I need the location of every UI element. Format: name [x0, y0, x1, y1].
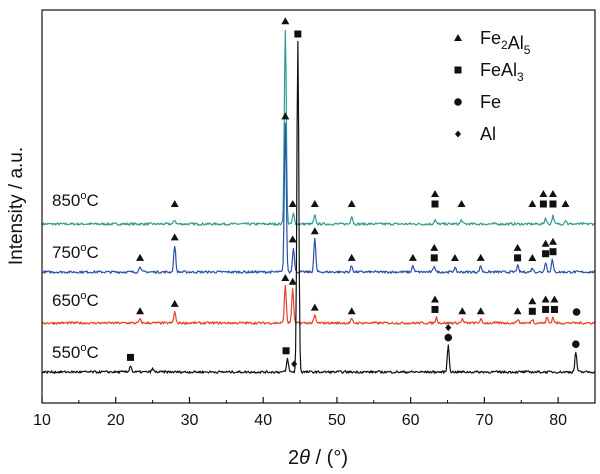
peak-marker-circle	[572, 340, 580, 349]
peak-marker-triangle	[513, 243, 522, 251]
series-line-650	[42, 284, 596, 325]
peak-marker-triangle	[170, 200, 179, 207]
legend-entry: Fe2Al5	[480, 28, 531, 57]
peak-marker-triangle	[288, 277, 297, 285]
series-line-550	[42, 40, 596, 374]
peak-marker-square	[431, 305, 439, 313]
peak-marker-square	[550, 305, 558, 313]
x-axis: 10 20 30 40 50 60 70 80	[33, 397, 567, 429]
peak-marker-triangle	[136, 307, 145, 315]
series-label-650: 650oC	[52, 290, 99, 310]
peak-marker-triangle	[550, 295, 559, 303]
peak-marker-triangle	[476, 253, 485, 261]
peak-marker-triangle	[539, 190, 548, 197]
y-axis-label: Intensity / a.u.	[6, 147, 27, 265]
peak-marker-circle	[572, 308, 581, 316]
peak-marker-triangle	[347, 253, 356, 261]
peak-marker-triangle	[430, 190, 439, 197]
peak-marker-triangle	[281, 17, 290, 25]
x-tick-label: 30	[181, 412, 199, 429]
series-line-850	[42, 29, 596, 226]
peak-marker-triangle	[458, 307, 467, 315]
peak-marker-square	[294, 30, 302, 38]
peak-marker-triangle	[408, 253, 417, 261]
x-tick-label: 50	[328, 412, 346, 429]
peak-marker-triangle	[476, 307, 485, 315]
peak-marker-triangle	[136, 253, 145, 261]
peak-marker-triangle	[170, 299, 179, 307]
series-label-550: 550oC	[52, 342, 99, 362]
peak-marker-triangle	[528, 200, 537, 207]
legend-marker-triangle	[454, 34, 462, 41]
series-line-750	[42, 122, 596, 274]
peak-marker-triangle	[288, 235, 297, 243]
peak-marker-triangle	[528, 254, 537, 261]
peak-marker-triangle	[310, 303, 319, 311]
peak-marker-square	[282, 347, 290, 355]
legend-marker-diamond	[455, 130, 461, 138]
peak-marker-square	[431, 200, 439, 208]
peak-marker-square	[528, 307, 536, 315]
peak-marker-triangle	[170, 233, 179, 241]
peak-marker-triangle	[430, 295, 439, 303]
peak-marker-square	[549, 200, 557, 208]
legend-entry: Al	[480, 124, 496, 144]
series-label-850: 850oC	[52, 190, 99, 210]
peak-marker-diamond	[445, 324, 452, 332]
plot-area: 850oC 750oC 650oC 550oC	[42, 17, 596, 374]
legend-marker-square	[454, 66, 462, 74]
peak-marker-square	[542, 250, 550, 258]
x-axis-label: 2θ / (°)	[288, 447, 348, 469]
series-label-750: 750oC	[52, 242, 99, 262]
peak-marker-triangle	[310, 200, 319, 207]
peak-marker-triangle	[281, 112, 290, 120]
peak-marker-square	[514, 254, 522, 262]
peak-marker-triangle	[347, 307, 356, 315]
legend: Fe2Al5 FeAl3 Fe Al	[454, 28, 531, 144]
peak-marker-square	[126, 353, 134, 361]
peak-marker-triangle	[561, 200, 570, 207]
peak-marker-square	[549, 248, 557, 256]
x-tick-label: 80	[549, 412, 567, 429]
peak-marker-diamond	[291, 360, 298, 368]
x-tick-label: 70	[476, 412, 494, 429]
peak-marker-triangle	[528, 297, 537, 305]
peak-marker-triangle	[347, 200, 356, 207]
peak-marker-square	[430, 254, 438, 262]
x-tick-label: 40	[254, 412, 272, 429]
x-tick-label: 60	[402, 412, 420, 429]
peak-marker-triangle	[288, 200, 297, 207]
legend-marker-circle	[454, 98, 462, 106]
peak-marker-triangle	[541, 239, 550, 247]
peak-marker-square	[539, 200, 547, 208]
peak-marker-triangle	[541, 295, 550, 303]
peak-marker-triangle	[430, 243, 439, 251]
peak-marker-triangle	[310, 227, 319, 235]
legend-entry: Fe	[480, 92, 501, 112]
legend-entry: FeAl3	[480, 60, 524, 84]
peak-marker-triangle	[513, 307, 522, 315]
peak-marker-square	[542, 305, 550, 313]
peak-marker-triangle	[548, 190, 557, 197]
peak-marker-triangle	[281, 274, 290, 281]
plot-frame	[41, 9, 596, 404]
x-tick-label: 10	[33, 412, 51, 429]
peak-marker-triangle	[450, 254, 459, 261]
peak-marker-triangle	[548, 237, 557, 245]
x-tick-label: 20	[107, 412, 125, 429]
peak-marker-circle	[444, 333, 453, 342]
peak-marker-triangle	[457, 200, 466, 207]
